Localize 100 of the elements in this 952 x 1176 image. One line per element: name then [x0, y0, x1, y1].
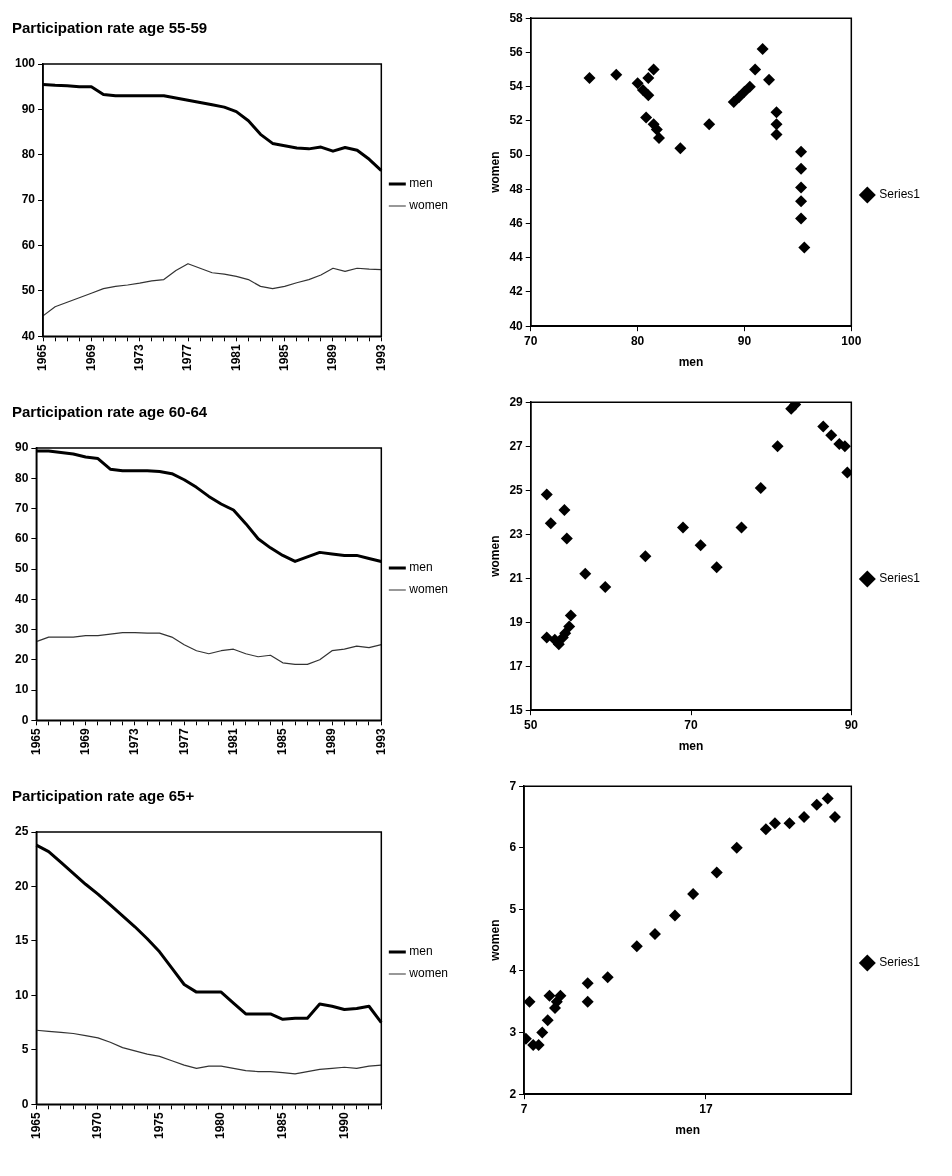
y-tick-label: 23 [509, 526, 524, 541]
point [754, 482, 767, 494]
y-tick-label: 15 [14, 933, 29, 948]
point [770, 128, 783, 141]
y-axis-title: women [487, 151, 502, 194]
y-tick-label: 70 [21, 192, 36, 207]
chart-title: Participation rate age 60-64 [12, 403, 208, 421]
point [536, 1026, 549, 1039]
point [563, 620, 576, 633]
y-tick-label: 15 [509, 702, 524, 717]
x-tick-label: 1969 [77, 727, 92, 756]
x-tick-label: 70 [684, 717, 699, 732]
point [581, 977, 594, 990]
y-tick-label: 7 [509, 778, 517, 793]
chart-title: Participation rate age 55-59 [12, 19, 208, 37]
x-tick-label: 1981 [228, 343, 243, 372]
point [610, 68, 623, 81]
point [668, 909, 681, 922]
x-axis-title: men [678, 739, 704, 754]
legend-label: men [409, 944, 433, 959]
x-tick-label: 1973 [131, 343, 146, 372]
x-axis-title: men [678, 355, 704, 370]
point [730, 841, 743, 854]
point [677, 521, 690, 534]
point [795, 162, 808, 175]
y-tick-label: 80 [14, 470, 29, 485]
y-tick-label: 50 [509, 147, 524, 162]
y-tick-label: 20 [14, 878, 29, 893]
point [640, 111, 653, 124]
point [564, 609, 577, 622]
x-tick-label: 1990 [336, 1111, 351, 1140]
y-tick-label: 100 [14, 56, 36, 71]
legend-label: women [408, 966, 448, 981]
point [524, 995, 536, 1008]
point [735, 521, 748, 534]
x-tick-label: 1985 [275, 727, 290, 756]
point [795, 181, 808, 194]
y-tick-label: 17 [509, 658, 524, 673]
point [583, 72, 596, 85]
y-tick-label: 40 [21, 328, 36, 343]
y-tick-label: 27 [509, 438, 524, 453]
point [798, 811, 811, 823]
point [710, 561, 723, 574]
y-tick-label: 19 [509, 614, 524, 629]
x-axis-title: men [675, 1123, 701, 1138]
point [544, 517, 557, 530]
point [642, 89, 655, 102]
y-tick-label: 48 [509, 181, 524, 196]
y-tick-label: 90 [14, 440, 29, 455]
point [798, 241, 811, 254]
y-tick-label: 40 [509, 318, 524, 333]
y-tick-label: 40 [14, 591, 29, 606]
y-tick-label: 30 [14, 621, 29, 636]
point [795, 195, 808, 208]
point [810, 798, 823, 811]
legend-label: women [408, 198, 448, 213]
point [599, 581, 612, 593]
y-tick-label: 54 [509, 78, 524, 93]
y-tick-label: 0 [21, 712, 29, 727]
y-tick-label: 5 [509, 901, 517, 916]
x-tick-label: 1980 [213, 1111, 228, 1140]
point [821, 792, 834, 805]
point [727, 96, 740, 109]
x-tick-label: 1993 [373, 727, 388, 756]
x-tick-label: 1969 [83, 343, 98, 372]
y-tick-label: 5 [21, 1042, 29, 1057]
y-tick-label: 60 [14, 531, 29, 546]
point [647, 63, 660, 76]
point [743, 80, 756, 93]
legend-label: Series1 [879, 187, 921, 202]
x-tick-label: 80 [630, 333, 645, 348]
y-tick-label: 58 [509, 10, 524, 25]
y-tick-label: 20 [14, 652, 29, 667]
y-tick-label: 60 [21, 237, 36, 252]
point [770, 106, 783, 119]
point [763, 73, 776, 86]
x-tick-label: 1993 [373, 343, 388, 372]
x-tick-label: 1973 [127, 727, 142, 756]
point [756, 43, 769, 55]
x-tick-label: 1965 [35, 343, 50, 372]
y-tick-label: 50 [21, 283, 36, 298]
y-tick-label: 29 [509, 394, 524, 409]
point [710, 866, 723, 879]
point [783, 817, 796, 830]
point [560, 532, 573, 545]
y-tick-label: 2 [509, 1086, 517, 1101]
point [795, 145, 808, 158]
point [652, 131, 665, 144]
x-tick-label: 50 [524, 717, 538, 732]
point [687, 888, 700, 900]
point [579, 567, 592, 580]
x-tick-label: 1970 [90, 1111, 105, 1140]
y-tick-label: 46 [509, 215, 524, 230]
x-tick-label: 1965 [28, 1111, 43, 1140]
y-tick-label: 4 [509, 963, 517, 978]
legend-label: men [409, 176, 433, 191]
point [795, 212, 808, 225]
chart-title: Participation rate age 65+ [12, 787, 195, 805]
point [841, 466, 852, 479]
x-tick-label: 1975 [151, 1111, 166, 1140]
